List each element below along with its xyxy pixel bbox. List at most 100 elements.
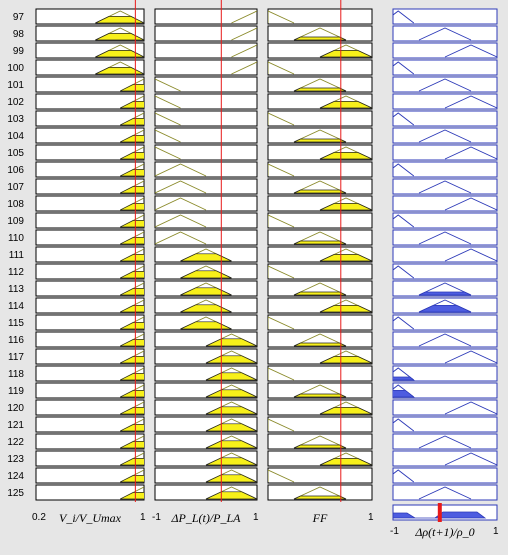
input-mf-box[interactable] — [154, 76, 258, 93]
input-mf-box[interactable] — [267, 229, 373, 246]
input-mf-box[interactable] — [267, 280, 373, 297]
rule-row[interactable]: 120 — [7, 399, 498, 416]
rule-row[interactable]: 116 — [8, 331, 498, 348]
input-mf-box[interactable] — [267, 178, 373, 195]
rule-row[interactable]: 123 — [7, 450, 498, 467]
output-mf-box[interactable] — [392, 246, 498, 263]
rule-row[interactable]: 104 — [7, 127, 498, 144]
rule-row[interactable]: 100 — [7, 59, 498, 76]
rule-number: 105 — [7, 148, 24, 159]
output-mf-box[interactable] — [392, 450, 498, 467]
rule-row[interactable]: 117 — [8, 348, 498, 365]
rule-row[interactable]: 115 — [8, 314, 498, 331]
output-mf-box[interactable] — [392, 263, 498, 280]
rule-row[interactable]: 109 — [7, 212, 498, 229]
input-mf-box[interactable] — [154, 110, 258, 127]
output-mf-box[interactable] — [392, 484, 498, 501]
output-mf-box[interactable] — [392, 195, 498, 212]
output-mf-box[interactable] — [392, 467, 498, 484]
output-mf-box[interactable] — [392, 399, 498, 416]
input-mf-box[interactable] — [154, 8, 258, 25]
input-mf-box[interactable] — [267, 467, 373, 484]
rule-row[interactable]: 105 — [7, 144, 498, 161]
output-mf-box[interactable] — [392, 212, 498, 229]
input-mf-box[interactable] — [267, 382, 373, 399]
output-mf-box[interactable] — [392, 280, 498, 297]
output-mf-box[interactable] — [392, 314, 498, 331]
input-mf-box[interactable] — [267, 161, 373, 178]
input-mf-box[interactable] — [154, 178, 258, 195]
rule-row[interactable]: 121 — [7, 416, 498, 433]
output-mf-box[interactable] — [392, 110, 498, 127]
input-mf-box[interactable] — [267, 484, 373, 501]
rule-row[interactable]: 124 — [7, 467, 498, 484]
input-mf-box[interactable] — [267, 59, 373, 76]
rule-row[interactable]: 119 — [8, 382, 498, 399]
output-mf-box[interactable] — [392, 93, 498, 110]
input-mf-box[interactable] — [267, 433, 373, 450]
rule-row[interactable]: 110 — [8, 229, 498, 246]
input-mf-box[interactable] — [267, 263, 373, 280]
output-mf-box[interactable] — [392, 229, 498, 246]
rule-number: 107 — [7, 182, 24, 193]
input-mf-box[interactable] — [154, 229, 258, 246]
output-mf-box[interactable] — [392, 127, 498, 144]
input-mf-box[interactable] — [154, 127, 258, 144]
rule-row[interactable]: 113 — [8, 280, 498, 297]
rule-row[interactable]: 108 — [7, 195, 498, 212]
output-mf-box[interactable] — [392, 178, 498, 195]
input-mf-box[interactable] — [154, 25, 258, 42]
firing-area — [180, 321, 232, 330]
rule-row[interactable]: 102 — [7, 93, 498, 110]
output-mf-box[interactable] — [392, 161, 498, 178]
rule-row[interactable]: 106 — [7, 161, 498, 178]
output-mf-box[interactable] — [392, 8, 498, 25]
rule-row[interactable]: 99 — [13, 42, 498, 59]
input-mf-box[interactable] — [154, 59, 258, 76]
input-mf-box[interactable] — [154, 93, 258, 110]
input-mf-box[interactable] — [267, 331, 373, 348]
rule-row[interactable]: 101 — [7, 76, 498, 93]
input-mf-box[interactable] — [154, 161, 258, 178]
rule-row[interactable]: 111 — [9, 246, 498, 263]
input-mf-box[interactable] — [154, 195, 258, 212]
rule-row[interactable]: 103 — [7, 110, 498, 127]
rule-row[interactable]: 107 — [7, 178, 498, 195]
input-mf-box[interactable] — [267, 8, 373, 25]
input-mf-box[interactable] — [267, 314, 373, 331]
output-mf-box[interactable] — [392, 25, 498, 42]
output-membership-function — [418, 486, 472, 500]
output-mf-box[interactable] — [392, 416, 498, 433]
output-mf-box[interactable] — [392, 76, 498, 93]
output-mf-box[interactable] — [392, 433, 498, 450]
input-mf-box[interactable] — [154, 42, 258, 59]
rule-row[interactable]: 97 — [13, 8, 498, 25]
output-membership-function — [418, 78, 472, 92]
output-membership-function — [444, 197, 497, 211]
rule-number: 103 — [7, 114, 24, 125]
rule-row[interactable]: 125 — [7, 484, 498, 501]
output-mf-box[interactable] — [392, 348, 498, 365]
input-mf-box[interactable] — [267, 25, 373, 42]
input-mf-box[interactable] — [267, 416, 373, 433]
input-mf-box[interactable] — [267, 365, 373, 382]
input-mf-box[interactable] — [154, 144, 258, 161]
rule-row[interactable]: 114 — [8, 297, 498, 314]
rule-row[interactable]: 98 — [13, 25, 498, 42]
input-cursors[interactable] — [134, 0, 342, 502]
membership-function — [155, 163, 207, 177]
output-mf-box[interactable] — [392, 331, 498, 348]
input-mf-box[interactable] — [154, 212, 258, 229]
rule-row[interactable]: 122 — [7, 433, 498, 450]
output-mf-box[interactable] — [392, 365, 498, 382]
input-mf-box[interactable] — [267, 76, 373, 93]
output-mf-box[interactable] — [392, 59, 498, 76]
rule-row[interactable]: 112 — [8, 263, 498, 280]
rule-row[interactable]: 118 — [8, 365, 498, 382]
membership-function — [155, 197, 207, 211]
input-mf-box[interactable] — [267, 127, 373, 144]
input-mf-box[interactable] — [267, 110, 373, 127]
input-mf-box[interactable] — [267, 212, 373, 229]
output-mf-box[interactable] — [392, 144, 498, 161]
output-mf-box[interactable] — [392, 42, 498, 59]
